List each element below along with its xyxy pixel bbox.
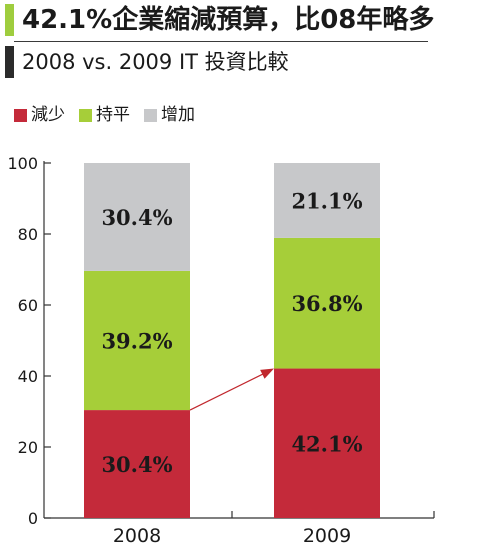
legend-label-decrease: 減少	[31, 105, 65, 125]
data-label: 39.2%	[101, 329, 172, 354]
title-accent-bar	[5, 4, 14, 36]
y-tick-label: 100	[7, 154, 38, 173]
bar-segment-2008-2	[84, 163, 190, 271]
legend-swatch-increase	[144, 108, 157, 122]
data-label: 30.4%	[101, 205, 172, 230]
bar-segment-2009-1	[274, 237, 380, 369]
trend-arrow-line	[189, 370, 271, 411]
y-tick-label: 40	[18, 367, 38, 386]
data-label: 36.8%	[291, 291, 362, 316]
legend-label-flat: 持平	[96, 105, 130, 125]
title-divider	[14, 41, 428, 42]
y-tick-label: 60	[18, 296, 38, 315]
bar-segment-2009-0	[274, 368, 380, 518]
y-tick-label: 0	[28, 509, 38, 528]
chart-subtitle: 2008 vs. 2009 IT 投資比較	[22, 50, 289, 74]
data-label: 21.1%	[291, 188, 362, 213]
y-tick-label: 20	[18, 438, 38, 457]
trend-arrow-head	[260, 368, 274, 379]
legend-item-flat: 持平	[79, 104, 130, 126]
y-tick-label: 80	[18, 225, 38, 244]
subtitle-accent-bar	[5, 46, 14, 78]
legend-item-decrease: 減少	[14, 104, 65, 126]
x-tick-label: 2008	[113, 525, 161, 547]
legend: 減少 持平 增加	[14, 104, 195, 126]
data-label: 42.1%	[291, 431, 362, 456]
x-tick-label: 2009	[303, 525, 351, 547]
legend-label-increase: 增加	[161, 105, 195, 125]
chart-header: 42.1%企業縮減預算，比08年略多 2008 vs. 2009 IT 投資比較	[0, 4, 480, 84]
bar-segment-2009-2	[274, 163, 380, 238]
legend-swatch-decrease	[14, 108, 27, 122]
legend-item-increase: 增加	[144, 104, 195, 126]
bar-segment-2008-0	[84, 410, 190, 518]
chart-title: 42.1%企業縮減預算，比08年略多	[22, 5, 435, 35]
bar-segment-2008-1	[84, 270, 190, 411]
data-label: 30.4%	[101, 452, 172, 477]
legend-swatch-flat	[79, 108, 92, 122]
